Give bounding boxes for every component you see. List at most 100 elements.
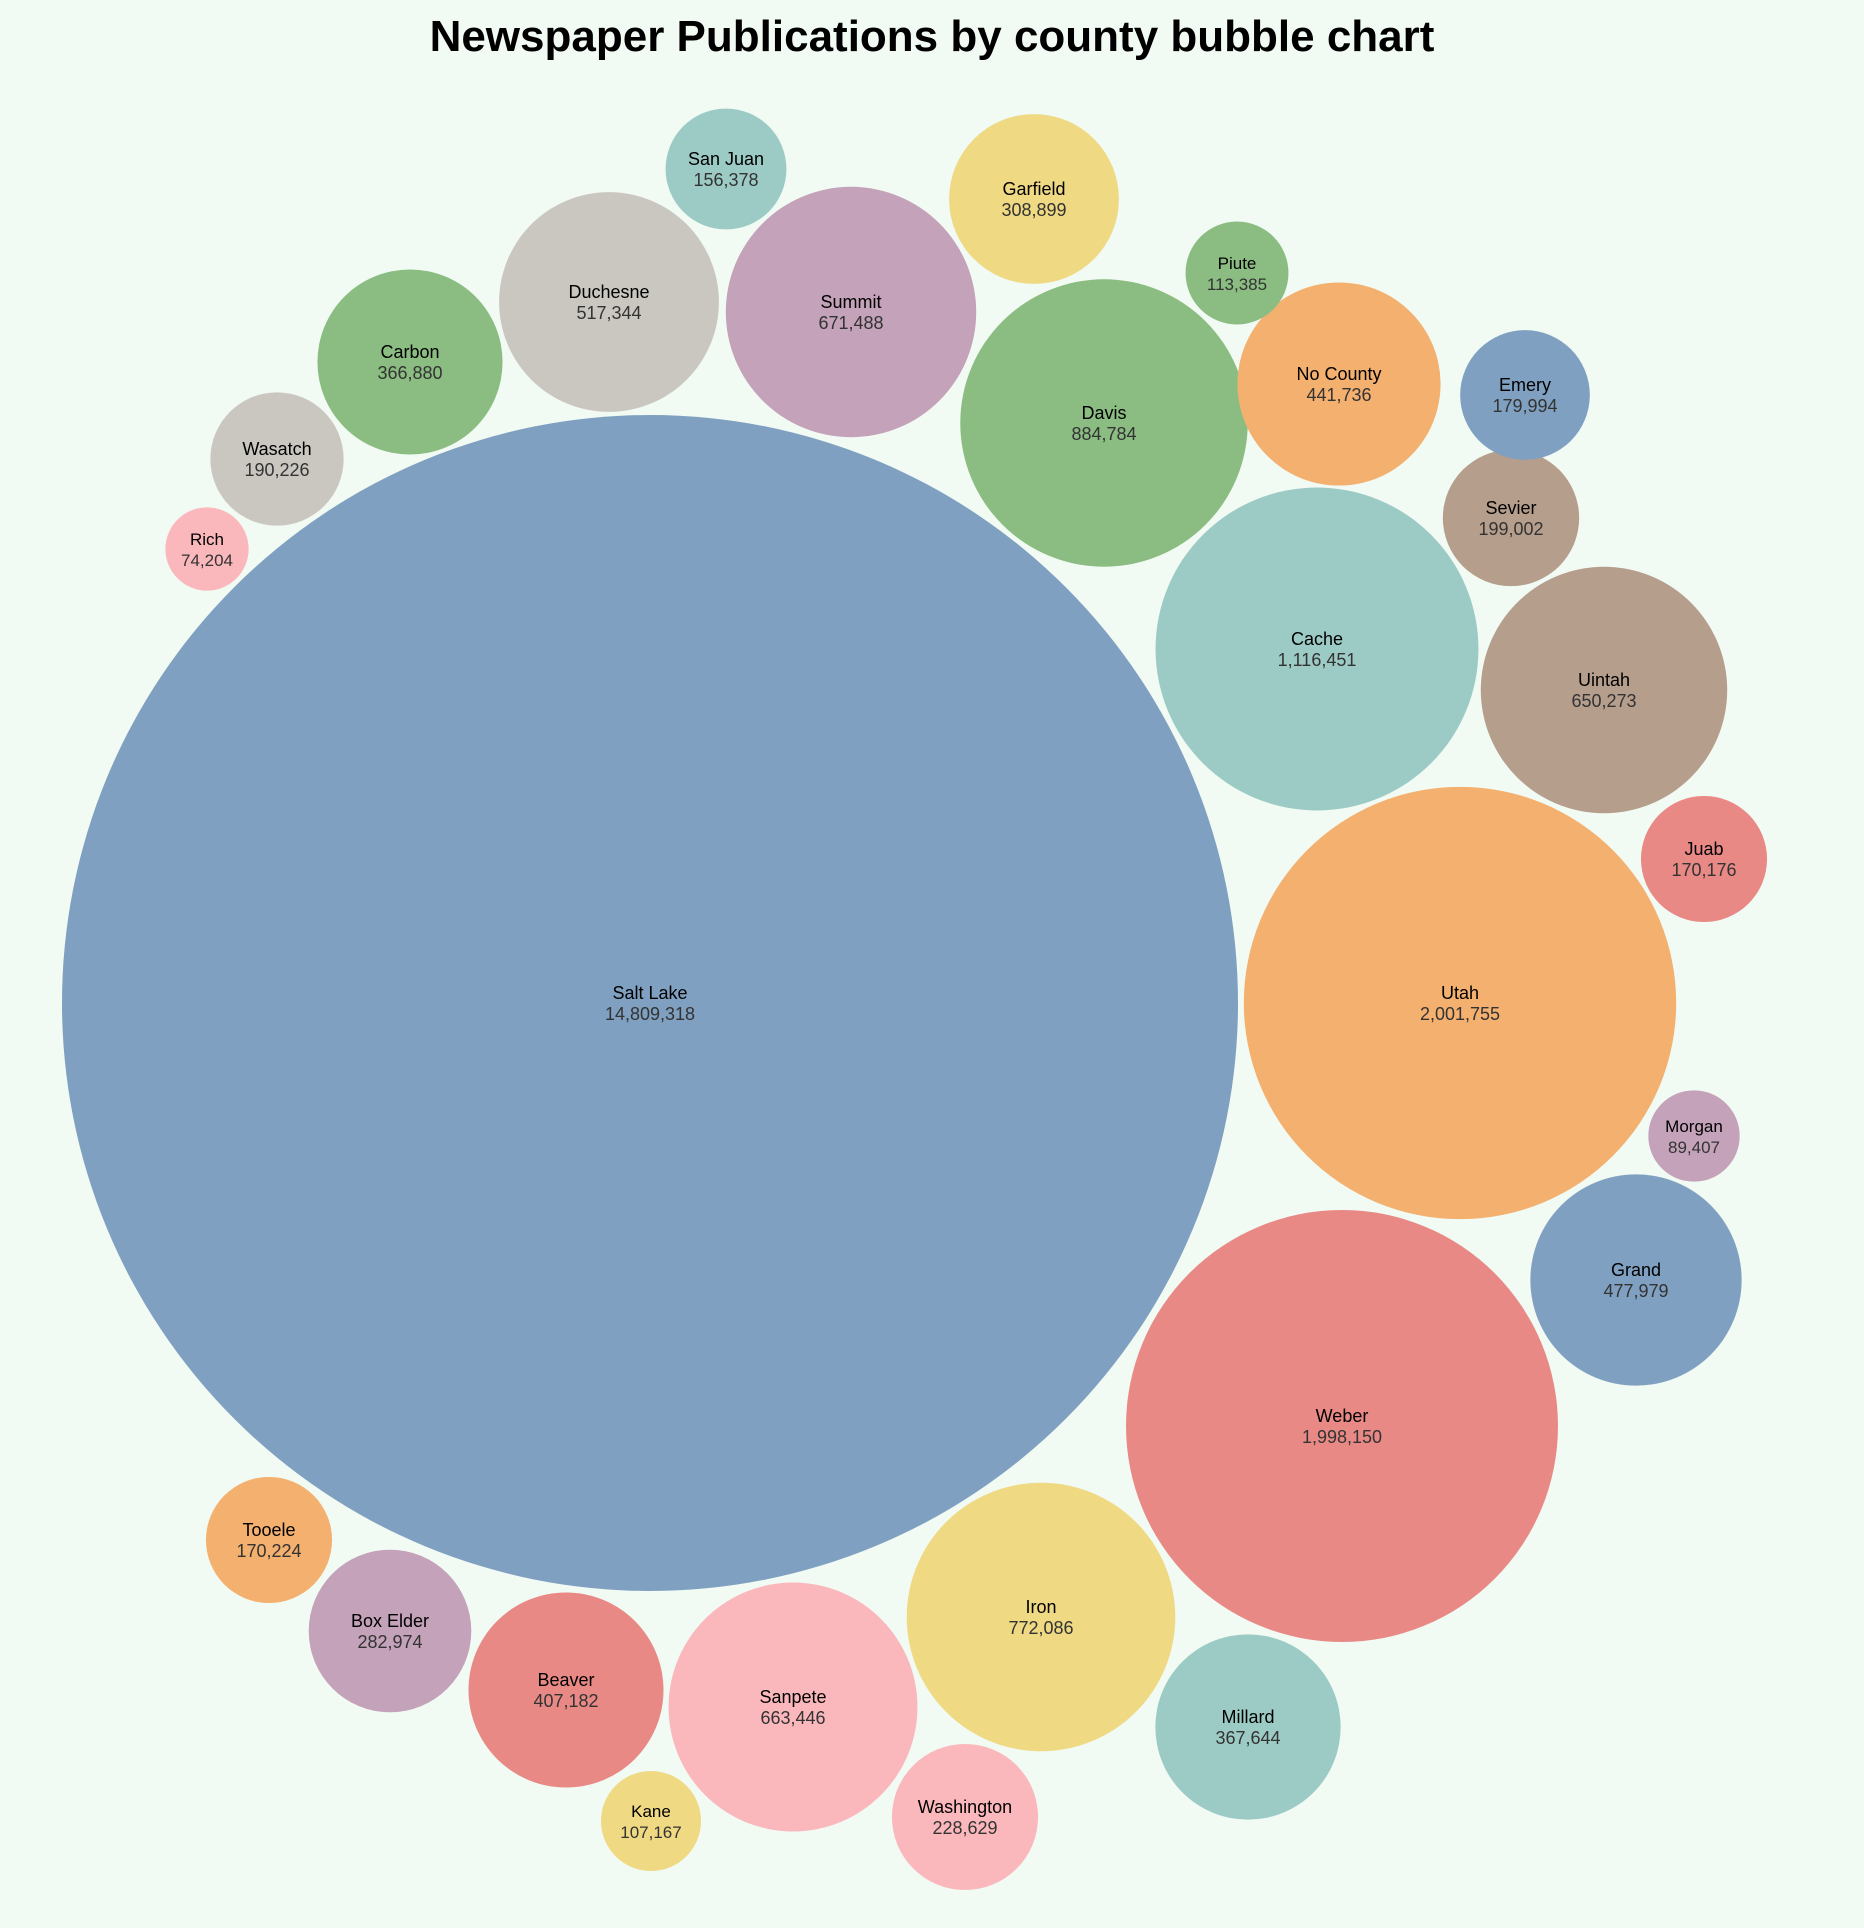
bubble-kane: Kane 107,167 <box>600 1770 702 1872</box>
bubble-label-san-juan: San Juan <box>688 149 764 169</box>
bubble-value-weber: 1,998,150 <box>1302 1427 1382 1447</box>
bubble-circle-uintah <box>1480 566 1728 814</box>
bubble-circle-morgan <box>1648 1090 1740 1182</box>
bubble-value-san-juan: 156,378 <box>693 170 758 190</box>
bubble-label-millard: Millard <box>1221 1707 1274 1727</box>
bubble-value-salt-lake: 14,809,318 <box>605 1004 695 1024</box>
bubble-value-duchesne: 517,344 <box>576 303 641 323</box>
bubble-value-davis: 884,784 <box>1071 424 1136 444</box>
bubble-label-grand: Grand <box>1611 1260 1661 1280</box>
bubble-circle-juab <box>1640 795 1768 923</box>
bubble-label-utah: Utah <box>1441 983 1479 1003</box>
bubble-circle-washington <box>891 1743 1039 1891</box>
bubble-circle-emery <box>1460 330 1590 460</box>
bubble-circle-duchesne <box>499 192 719 412</box>
bubble-label-emery: Emery <box>1499 375 1551 395</box>
bubble-label-kane: Kane <box>631 1802 671 1821</box>
bubble-value-garfield: 308,899 <box>1001 200 1066 220</box>
bubble-label-davis: Davis <box>1081 403 1126 423</box>
bubble-value-sevier: 199,002 <box>1478 519 1543 539</box>
bubble-circle-no-county <box>1237 282 1441 486</box>
bubble-label-carbon: Carbon <box>380 342 439 362</box>
bubble-label-summit: Summit <box>820 292 881 312</box>
bubble-label-uintah: Uintah <box>1578 670 1630 690</box>
bubble-value-piute: 113,385 <box>1207 275 1267 294</box>
bubble-value-cache: 1,116,451 <box>1278 650 1357 670</box>
bubble-label-cache: Cache <box>1291 629 1343 649</box>
bubble-value-rich: 74,204 <box>181 551 233 570</box>
bubble-value-uintah: 650,273 <box>1571 691 1636 711</box>
bubble-label-morgan: Morgan <box>1665 1117 1723 1136</box>
bubble-circle-iron <box>906 1482 1176 1752</box>
bubble-circle-sanpete <box>668 1582 918 1832</box>
bubble-label-weber: Weber <box>1316 1406 1369 1426</box>
bubble-value-iron: 772,086 <box>1008 1618 1073 1638</box>
bubble-value-no-county: 441,736 <box>1306 385 1371 405</box>
bubble-label-piute: Piute <box>1218 254 1257 273</box>
bubble-label-tooele: Tooele <box>242 1520 295 1540</box>
bubble-value-juab: 170,176 <box>1671 860 1736 880</box>
bubble-circle-tooele <box>205 1476 333 1604</box>
bubble-value-utah: 2,001,755 <box>1420 1004 1500 1024</box>
bubble-label-sanpete: Sanpete <box>759 1687 826 1707</box>
bubble-circle-beaver <box>468 1592 664 1788</box>
bubble-piute: Piute 113,385 <box>1185 221 1289 325</box>
bubble-value-beaver: 407,182 <box>533 1691 598 1711</box>
bubble-circle-kane <box>600 1770 702 1872</box>
bubble-label-beaver: Beaver <box>537 1670 594 1690</box>
bubble-value-box-elder: 282,974 <box>357 1632 422 1652</box>
bubble-label-garfield: Garfield <box>1002 179 1065 199</box>
bubble-value-emery: 179,994 <box>1492 396 1557 416</box>
bubble-circle-cache <box>1155 487 1479 811</box>
bubble-circle-wasatch <box>210 392 344 526</box>
bubble-value-morgan: 89,407 <box>1668 1138 1720 1157</box>
bubble-label-wasatch: Wasatch <box>242 439 311 459</box>
bubble-value-wasatch: 190,226 <box>244 460 309 480</box>
bubble-label-sevier: Sevier <box>1485 498 1536 518</box>
bubble-circle-millard <box>1155 1634 1341 1820</box>
bubble-label-no-county: No County <box>1296 364 1381 384</box>
bubble-circle-summit <box>725 186 977 438</box>
bubble-circle-utah <box>1243 786 1677 1220</box>
bubble-label-iron: Iron <box>1025 1597 1056 1617</box>
bubble-label-duchesne: Duchesne <box>568 282 649 302</box>
chart-title: Newspaper Publications by county bubble … <box>429 12 1435 61</box>
bubble-label-washington: Washington <box>918 1797 1012 1817</box>
bubble-value-carbon: 366,880 <box>377 363 442 383</box>
bubble-circle-san-juan <box>665 108 787 230</box>
bubble-circle-garfield <box>949 114 1119 284</box>
bubble-label-juab: Juab <box>1684 839 1723 859</box>
bubble-value-grand: 477,979 <box>1603 1281 1668 1301</box>
bubble-circle-weber <box>1126 1210 1558 1642</box>
bubble-value-summit: 671,488 <box>818 313 883 333</box>
bubble-circle-box-elder <box>308 1549 472 1713</box>
bubble-value-tooele: 170,224 <box>236 1541 301 1561</box>
bubble-circle-davis <box>960 279 1248 567</box>
bubble-label-rich: Rich <box>190 530 224 549</box>
bubble-circle-salt-lake <box>62 415 1238 1591</box>
bubble-morgan: Morgan 89,407 <box>1648 1090 1740 1182</box>
bubble-circle-piute <box>1185 221 1289 325</box>
bubble-circle-sevier <box>1442 449 1580 587</box>
